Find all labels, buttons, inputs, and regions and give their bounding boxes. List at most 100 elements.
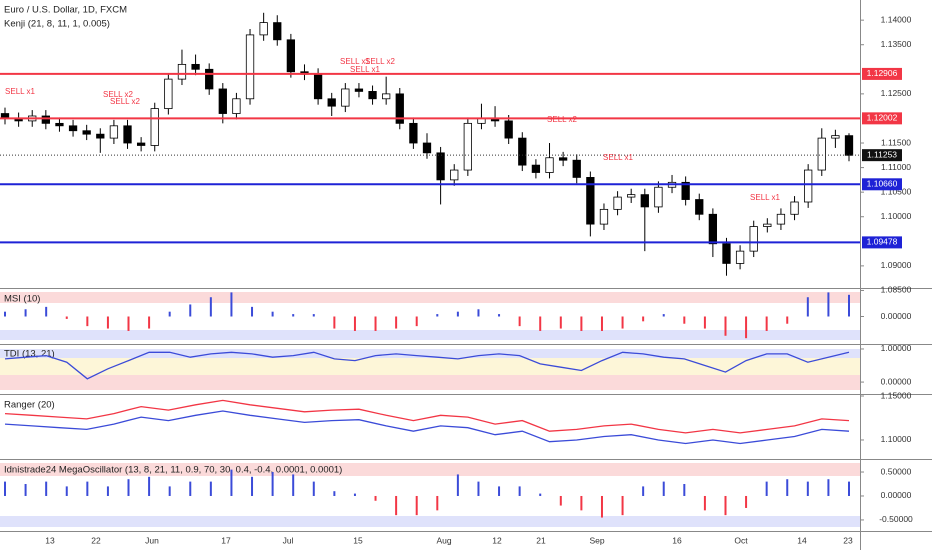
x-tick-label: Sep: [589, 535, 604, 545]
msi-upper-band: [0, 292, 860, 303]
candle-body: [205, 68, 214, 90]
x-tick-label: 22: [91, 535, 101, 545]
chart-title: Euro / U.S. Dollar, 1D, FXCM: [4, 5, 127, 16]
x-tick-label: Jul: [283, 535, 294, 545]
last-price-box: [862, 149, 902, 162]
candle-body: [545, 157, 554, 173]
annotation: SELL x2: [365, 57, 395, 66]
y-tick-label: 1.14000: [881, 14, 912, 24]
x-tick-label: Oct: [734, 535, 748, 545]
level-label-box: [862, 178, 902, 191]
candle-body: [395, 93, 404, 124]
candle-body: [599, 208, 609, 225]
level-label-box: [862, 67, 902, 80]
candle-body: [831, 135, 840, 139]
annotation: SELL x1: [603, 153, 633, 162]
x-tick-label: 15: [353, 535, 363, 545]
candle-body: [463, 122, 472, 171]
candle-body: [422, 142, 432, 154]
candle-body: [763, 223, 772, 227]
candle-body: [436, 152, 445, 181]
y-tick-label: 1.13500: [881, 39, 912, 49]
y-tick-label: 1.15000: [881, 390, 912, 400]
level-label: 1.10660: [867, 179, 898, 189]
candle-body: [735, 250, 745, 264]
candle-body: [817, 137, 826, 171]
candle-body: [504, 120, 513, 139]
candle-body: [613, 196, 622, 210]
candle-body: [341, 88, 350, 107]
candle-body: [123, 125, 132, 144]
candle-body: [245, 34, 255, 100]
candle-body: [572, 159, 581, 178]
y-tick-label: 1.09000: [881, 260, 912, 270]
candle-body: [68, 125, 78, 132]
annotation: SELL x1: [340, 57, 370, 66]
candle-body: [627, 194, 636, 198]
annotation: SELL x2: [110, 97, 140, 106]
candle-body: [313, 73, 323, 100]
indicator-title: Kenji (21, 8, 11, 1, 0.005): [4, 19, 110, 30]
candle-body: [96, 133, 105, 139]
y-tick-label: 1.12500: [881, 88, 912, 98]
candle-body: [273, 22, 282, 41]
candle-body: [654, 186, 663, 208]
x-tick-label: 23: [843, 535, 853, 545]
candle-body: [286, 39, 296, 73]
candle-body: [531, 164, 541, 173]
indicator-line: [4, 351, 850, 380]
y-tick-label: 1.10000: [881, 211, 912, 221]
candle-body: [177, 63, 187, 80]
candle-body: [368, 91, 377, 100]
x-tick-label: Aug: [436, 535, 451, 545]
candle-body: [55, 122, 64, 127]
x-tick-label: 12: [492, 535, 502, 545]
y-tick-label: 0.00000: [881, 490, 912, 500]
candle-body: [327, 98, 336, 107]
candle-body: [708, 213, 718, 245]
last-price-label: 1.11253: [867, 149, 897, 159]
candle-body: [232, 98, 241, 114]
panel-title: Ranger (20): [4, 400, 55, 411]
annotation: SELL x1: [350, 65, 380, 74]
y-tick-label: 1.00000: [881, 343, 912, 353]
candle-body: [41, 115, 50, 124]
candle-body: [681, 181, 690, 200]
annotation: SELL x1: [750, 193, 780, 202]
candle-body: [844, 135, 854, 156]
candle-body: [722, 243, 731, 264]
candle-body: [109, 125, 119, 139]
x-tick-label: 14: [797, 535, 807, 545]
candle-body: [804, 169, 813, 203]
candle-body: [259, 22, 268, 36]
level-label: 1.12002: [867, 113, 898, 123]
candle-body: [518, 137, 527, 166]
x-tick-label: 17: [221, 535, 231, 545]
level-label-box: [862, 112, 902, 125]
candle-body: [82, 130, 91, 135]
annotation: SELL x2: [103, 90, 133, 99]
candle-body: [749, 226, 758, 252]
annotation: SELL x2: [547, 115, 577, 124]
level-label: 1.09478: [867, 237, 898, 247]
tdi-mid-band: [0, 358, 860, 375]
annotation: SELL x1: [5, 87, 35, 96]
y-tick-label: 0.00000: [881, 311, 912, 321]
msi-lower-band: [0, 330, 860, 340]
candle-body: [164, 78, 173, 110]
indicator-line: [4, 410, 850, 445]
candle-body: [218, 88, 227, 114]
panel-title: MSI (10): [4, 294, 40, 305]
candle-body: [382, 93, 391, 100]
osc-lower-band: [0, 516, 860, 527]
level-label: 1.12906: [867, 68, 898, 78]
candle-body: [450, 169, 459, 181]
tdi-lower-band: [0, 375, 860, 390]
y-tick-label: 1.08500: [881, 285, 912, 295]
candle-body: [409, 122, 418, 144]
panel-title: TDI (13, 21): [4, 349, 55, 360]
candle-body: [695, 199, 704, 215]
